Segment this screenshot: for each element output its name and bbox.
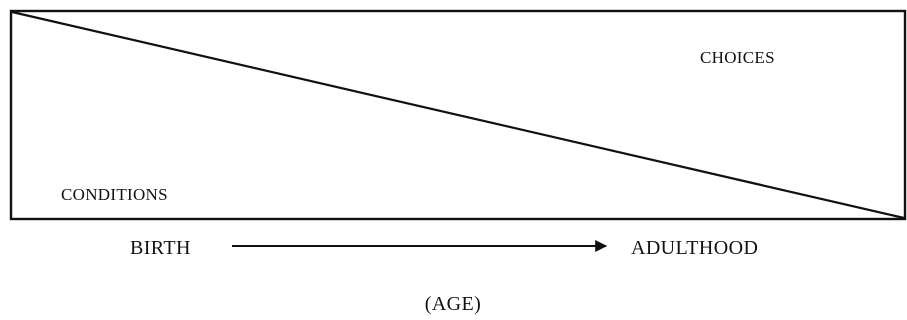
diagonal-divider: [11, 10, 905, 220]
choices-label: CHOICES: [700, 48, 775, 67]
adulthood-label: ADULTHOOD: [631, 237, 758, 259]
age-axis-label: (AGE): [425, 293, 481, 315]
diagram-frame: [9, 9, 907, 221]
conditions-label: CONDITIONS: [61, 185, 168, 204]
birth-label: BIRTH: [130, 237, 191, 259]
